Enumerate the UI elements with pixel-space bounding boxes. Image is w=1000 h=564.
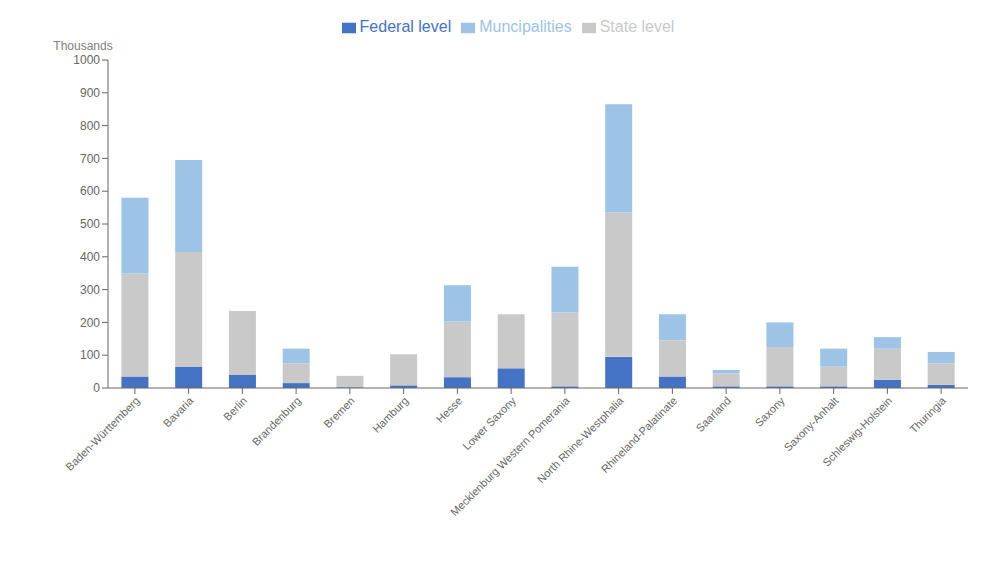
svg-text:Saxony: Saxony: [752, 394, 787, 429]
svg-text:Brandenburg: Brandenburg: [250, 394, 303, 447]
svg-text:0: 0: [93, 381, 100, 395]
html-text:State level: State level: [599, 18, 675, 35]
svg-text:Bavaria: Bavaria: [161, 394, 196, 429]
svg-text:600: 600: [80, 184, 100, 198]
html-text:Muncipalities: Muncipalities: [479, 18, 572, 35]
html-text:Federal level: Federal level: [359, 18, 452, 35]
svg-text:Bremen: Bremen: [321, 394, 357, 430]
svg-text:Schleswig-Holstein: Schleswig-Holstein: [820, 394, 894, 468]
svg-text:700: 700: [80, 152, 100, 166]
svg-text:Thuringia: Thuringia: [907, 394, 949, 436]
svg-text:Hamburg: Hamburg: [370, 394, 410, 434]
svg-text:Mecklenburg Western Pomerania: Mecklenburg Western Pomerania: [448, 394, 572, 518]
svg-text:400: 400: [80, 250, 100, 264]
svg-text:Baden-Württemberg: Baden-Württemberg: [63, 394, 142, 473]
svg-text:Saarland: Saarland: [693, 394, 733, 434]
svg-text:800: 800: [80, 119, 100, 133]
svg-text:300: 300: [80, 283, 100, 297]
svg-text:Hesse: Hesse: [434, 394, 465, 425]
svg-text:Rhineland-Palatinate: Rhineland-Palatinate: [599, 394, 680, 475]
svg-text:900: 900: [80, 86, 100, 100]
svg-text:Saxony-Anhalt: Saxony-Anhalt: [781, 394, 840, 453]
svg-text:Lower Saxony: Lower Saxony: [460, 394, 518, 452]
svg-text:1000: 1000: [73, 53, 100, 67]
svg-text:100: 100: [80, 348, 100, 362]
svg-text:500: 500: [80, 217, 100, 231]
svg-text:Berlin: Berlin: [221, 394, 249, 422]
svg-text:Thousands: Thousands: [53, 39, 112, 53]
svg-text:200: 200: [80, 316, 100, 330]
svg-text:North Rhine-Westphalia: North Rhine-Westphalia: [535, 394, 627, 486]
